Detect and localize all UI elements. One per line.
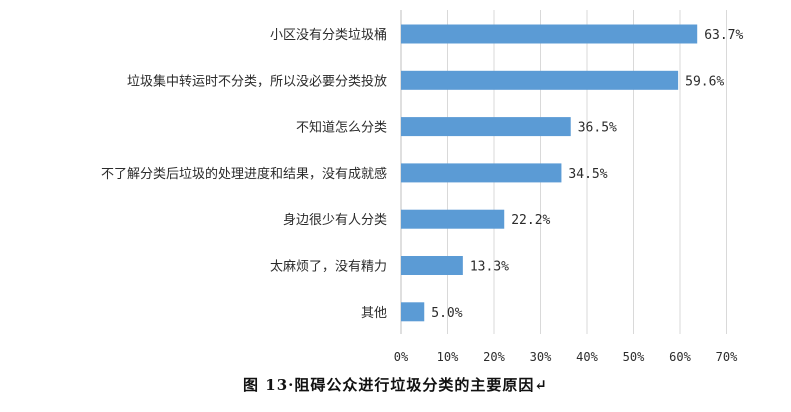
x-tick-label: 20%: [483, 350, 505, 364]
x-axis-ticks: 0% 10% 20% 30% 40% 50% 60% 70%: [394, 350, 738, 364]
value-label: 36.5%: [578, 121, 617, 136]
figure-caption: 图 13·阻碍公众进行垃圾分类的主要原因↵: [243, 376, 548, 394]
bar: [401, 117, 571, 137]
bar: [401, 24, 698, 44]
category-labels: 小区没有分类垃圾桶垃圾集中转运时不分类，所以没必要分类投放不知道怎么分类不了解分…: [101, 28, 387, 321]
bar: [401, 163, 562, 183]
x-tick-label: 70%: [716, 350, 738, 364]
bars: [401, 24, 698, 322]
bar: [401, 209, 505, 229]
value-label: 63.7%: [704, 28, 743, 43]
category-label: 其他: [361, 306, 387, 321]
value-label: 5.0%: [431, 306, 462, 321]
x-tick-label: 40%: [576, 350, 598, 364]
value-labels: 63.7% 59.6% 36.5% 34.5% 22.2% 13.3% 5.0%: [431, 28, 743, 321]
x-tick-label: 10%: [437, 350, 459, 364]
category-label: 垃圾集中转运时不分类，所以没必要分类投放: [127, 73, 387, 89]
category-label: 太麻烦了，没有精力: [270, 260, 387, 275]
bar: [401, 70, 679, 90]
bar: [401, 302, 425, 322]
x-tick-label: 30%: [530, 350, 552, 364]
value-label: 13.3%: [470, 260, 509, 275]
bar-chart: 小区没有分类垃圾桶垃圾集中转运时不分类，所以没必要分类投放不知道怎么分类不了解分…: [101, 10, 744, 364]
category-label: 不了解分类后垃圾的处理进度和结果，没有成就感: [101, 166, 387, 182]
value-label: 34.5%: [568, 167, 607, 182]
x-tick-label: 60%: [669, 350, 691, 364]
bar: [401, 256, 463, 275]
x-tick-label: 0%: [394, 350, 409, 364]
value-label: 59.6%: [685, 74, 724, 89]
category-label: 身边很少有人分类: [283, 212, 387, 228]
category-label: 不知道怎么分类: [296, 120, 387, 136]
category-label: 小区没有分类垃圾桶: [270, 28, 387, 43]
value-label: 22.2%: [511, 213, 550, 228]
x-tick-label: 50%: [623, 350, 645, 364]
